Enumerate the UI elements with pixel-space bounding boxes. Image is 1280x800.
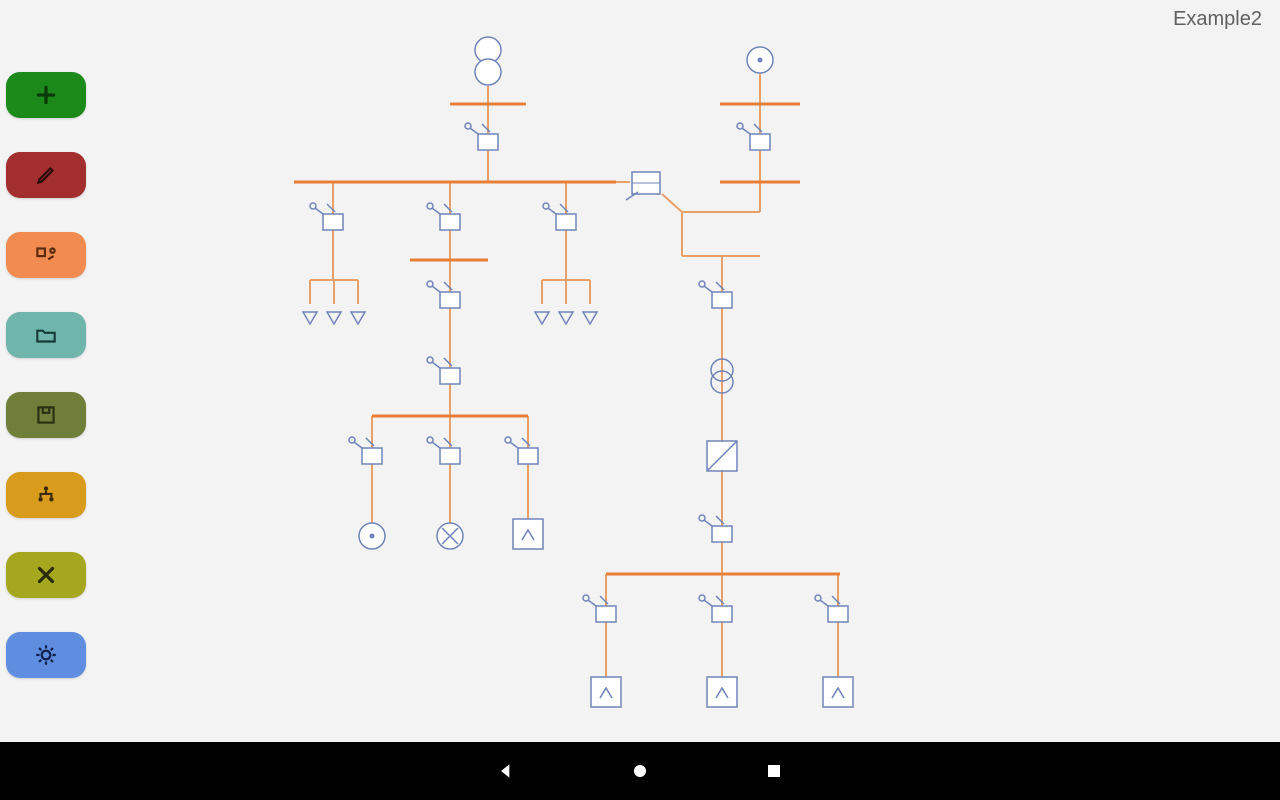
source-symbol[interactable] xyxy=(359,523,385,549)
breaker-symbol[interactable] xyxy=(505,437,538,464)
breaker-symbol[interactable] xyxy=(427,203,460,230)
breaker-symbol[interactable] xyxy=(699,281,732,308)
source-symbol[interactable] xyxy=(437,523,463,549)
wire[interactable] xyxy=(662,194,682,212)
diagram-canvas[interactable] xyxy=(0,0,1280,742)
load-arrow[interactable] xyxy=(327,312,341,324)
breaker-symbol[interactable] xyxy=(349,437,382,464)
load-symbol[interactable] xyxy=(823,677,853,707)
nav-back-button[interactable] xyxy=(494,759,518,783)
load-arrow[interactable] xyxy=(303,312,317,324)
breaker-symbol[interactable] xyxy=(699,595,732,622)
breaker-symbol[interactable] xyxy=(427,357,460,384)
android-nav-bar xyxy=(0,742,1280,800)
breaker-symbol[interactable] xyxy=(427,281,460,308)
nav-recent-button[interactable] xyxy=(762,759,786,783)
bus-coupler[interactable] xyxy=(626,172,660,200)
breaker-symbol[interactable] xyxy=(543,203,576,230)
load-arrow[interactable] xyxy=(351,312,365,324)
load-arrow[interactable] xyxy=(583,312,597,324)
breaker-symbol[interactable] xyxy=(310,203,343,230)
source-symbol[interactable] xyxy=(475,59,501,85)
load-symbol[interactable] xyxy=(591,677,621,707)
breaker-symbol[interactable] xyxy=(427,437,460,464)
load-symbol[interactable] xyxy=(513,519,543,549)
breaker-symbol[interactable] xyxy=(737,123,770,150)
load-symbol[interactable] xyxy=(707,677,737,707)
breaker-symbol[interactable] xyxy=(583,595,616,622)
load-arrow[interactable] xyxy=(559,312,573,324)
source-symbol[interactable] xyxy=(747,47,773,73)
nav-home-button[interactable] xyxy=(628,759,652,783)
breaker-symbol[interactable] xyxy=(465,123,498,150)
load-symbol[interactable] xyxy=(707,441,737,471)
load-arrow[interactable] xyxy=(535,312,549,324)
breaker-symbol[interactable] xyxy=(699,515,732,542)
breaker-symbol[interactable] xyxy=(815,595,848,622)
